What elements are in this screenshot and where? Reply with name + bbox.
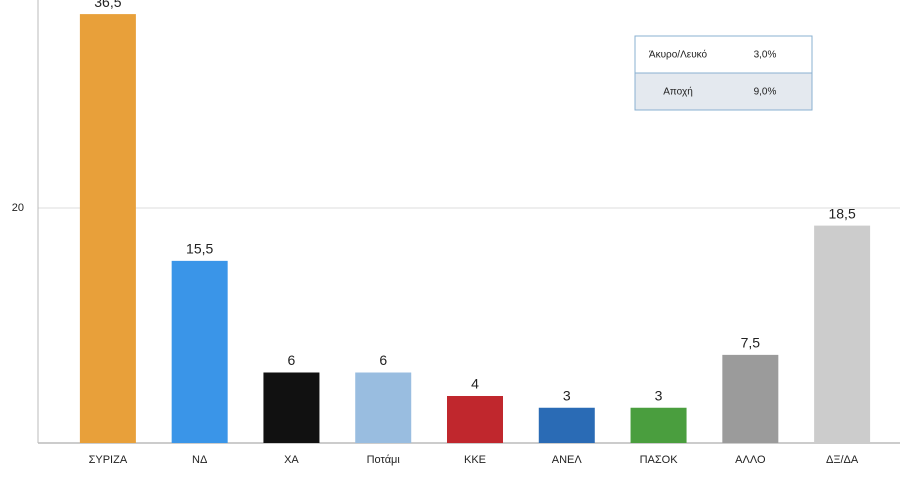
value-label: 4 xyxy=(471,376,479,392)
value-label: 7,5 xyxy=(741,335,761,351)
x-tick-label: ΧΑ xyxy=(284,454,299,466)
bar xyxy=(538,407,595,443)
value-label: 18,5 xyxy=(828,205,855,221)
x-tick-label: ΠΑΣΟΚ xyxy=(640,454,679,466)
value-label: 6 xyxy=(288,352,296,368)
inset-value: 3,0% xyxy=(754,50,777,61)
x-tick-label: ΚΚΕ xyxy=(464,454,486,466)
bar xyxy=(171,260,228,443)
bar xyxy=(79,14,136,443)
bar xyxy=(355,372,412,443)
y-tick-label: 20 xyxy=(12,202,24,214)
bar xyxy=(722,354,779,443)
bar xyxy=(447,395,503,443)
bar xyxy=(263,372,320,443)
value-label: 15,5 xyxy=(186,241,213,257)
value-label: 36,5 xyxy=(94,0,121,10)
inset-row xyxy=(634,35,813,74)
bar xyxy=(630,407,687,443)
inset-value: 9,0% xyxy=(754,87,777,98)
x-tick-label: ΑΛΛΟ xyxy=(735,454,766,466)
inset-label: Αποχή xyxy=(663,86,693,98)
x-tick-label: ΔΞ/ΔΑ xyxy=(826,454,859,466)
bar xyxy=(814,225,871,443)
value-label: 3 xyxy=(563,387,571,403)
value-label: 3 xyxy=(655,387,663,403)
inset-label: Άκυρο/Λευκό xyxy=(649,49,708,61)
x-tick-label: ΝΔ xyxy=(192,454,208,466)
inset-row xyxy=(634,72,813,111)
x-tick-label: ΣΥΡΙΖΑ xyxy=(89,454,128,466)
x-tick-label: ΑΝΕΛ xyxy=(552,454,583,466)
value-label: 6 xyxy=(379,352,387,368)
x-tick-label: Ποτάμι xyxy=(367,454,401,466)
